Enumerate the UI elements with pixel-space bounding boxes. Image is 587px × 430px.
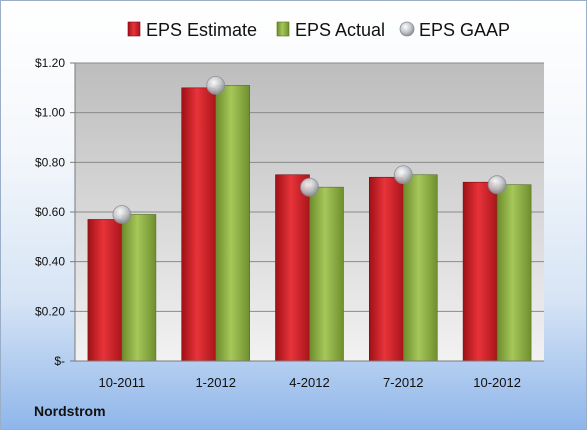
legend-label: EPS Actual	[295, 20, 385, 40]
y-tick-label: $-	[54, 354, 65, 368]
x-tick-label: 1-2012	[195, 375, 235, 390]
point-eps-gaap	[206, 75, 226, 95]
bar-eps-actual	[309, 186, 344, 362]
x-tick-label: 4-2012	[289, 375, 329, 390]
legend-swatch	[127, 21, 141, 37]
bar-eps-actual	[215, 85, 250, 362]
bar-eps-actual	[496, 184, 532, 362]
company-label: Nordstrom	[34, 403, 106, 419]
y-tick-label: $0.60	[35, 205, 65, 219]
legend-label: EPS GAAP	[419, 20, 510, 40]
chart-legend: EPS Estimate EPS Actual EPS GAAP	[127, 20, 510, 40]
bar-eps-estimate	[368, 176, 404, 362]
bar-eps-actual	[402, 174, 438, 362]
bars	[87, 85, 532, 362]
bar-eps-estimate	[181, 87, 216, 362]
legend-swatch	[399, 21, 415, 37]
legend-label: EPS Estimate	[146, 20, 257, 40]
bar-eps-estimate	[462, 181, 498, 362]
y-tick-label: $1.20	[35, 56, 65, 70]
bar-eps-actual	[121, 214, 157, 362]
x-tick-label: 10-2011	[99, 375, 146, 390]
point-eps-gaap	[112, 205, 132, 224]
point-eps-gaap	[300, 177, 319, 197]
y-tick-label: $0.20	[35, 304, 65, 318]
gaap-points	[112, 75, 507, 224]
bar-eps-estimate	[87, 219, 123, 362]
y-axis: $- $0.20 $0.40 $0.60 $0.80 $1.00 $1.20	[35, 56, 76, 368]
x-tick-label: 10-2012	[473, 375, 521, 390]
legend-swatch	[276, 21, 290, 37]
point-eps-gaap	[393, 165, 413, 185]
bar-eps-estimate	[275, 174, 310, 362]
point-eps-gaap	[487, 175, 507, 195]
y-tick-label: $0.40	[35, 255, 65, 269]
x-tick-label: 7-2012	[383, 375, 423, 390]
y-tick-label: $0.80	[35, 155, 65, 169]
x-axis: 10-2011 1-2012 4-2012 7-2012 10-2012	[75, 360, 544, 390]
y-tick-label: $1.00	[35, 106, 65, 120]
